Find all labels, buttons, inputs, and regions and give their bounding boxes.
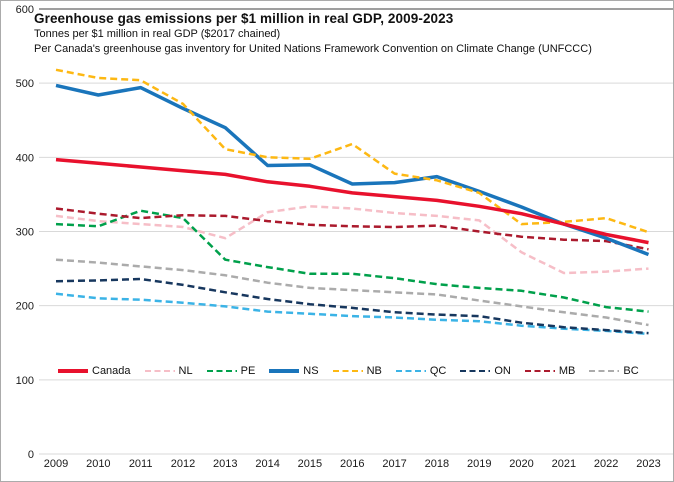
legend-swatch-NB (332, 369, 363, 373)
x-axis-tick-label: 2013 (213, 458, 237, 470)
legend-item-NL: NL (144, 365, 193, 377)
legend-item-PE: PE (206, 365, 256, 377)
x-axis-tick-label: 2010 (86, 458, 110, 470)
x-axis-tick-label: 2020 (509, 458, 533, 470)
legend-swatch-PE (206, 369, 237, 373)
legend-swatch-Canada (58, 369, 88, 373)
legend-label: NB (366, 365, 382, 377)
x-axis-tick-label: 2014 (255, 458, 279, 470)
legend-swatch-QC (395, 369, 426, 373)
y-axis-tick-label: 0 (28, 449, 34, 461)
x-axis-tick-label: 2021 (552, 458, 576, 470)
chart-subtitle: Tonnes per $1 million in real GDP ($2017… (34, 28, 281, 40)
legend-item-NS: NS (269, 365, 319, 377)
x-axis-tick-label: 2015 (298, 458, 322, 470)
x-axis-tick-label: 2011 (129, 458, 153, 470)
legend-swatch-BC (589, 369, 620, 373)
x-axis-tick-label: 2017 (382, 458, 406, 470)
x-axis-tick-label: 2022 (594, 458, 618, 470)
y-axis-tick-label: 100 (16, 375, 34, 387)
legend-label: PE (240, 365, 256, 377)
legend-swatch-ON (460, 369, 491, 373)
legend-item-NB: NB (332, 365, 382, 377)
x-axis-tick-label: 2023 (636, 458, 660, 470)
x-axis-tick-label: 2009 (44, 458, 68, 470)
line-series-NL (55, 205, 649, 275)
x-axis-tick-label: 2012 (171, 458, 195, 470)
legend-swatch-NS (269, 369, 300, 373)
chart-title: Greenhouse gas emissions per $1 million … (34, 11, 454, 26)
y-axis-tick-label: 400 (16, 152, 34, 164)
legend-item-QC: QC (395, 365, 447, 377)
legend-label: NS (303, 365, 319, 377)
line-series-Canada (55, 157, 649, 245)
legend-item-BC: BC (589, 365, 639, 377)
x-axis-tick-label: 2019 (467, 458, 491, 470)
chart-source-note: Per Canada's greenhouse gas inventory fo… (34, 43, 592, 55)
legend-label: NL (178, 365, 193, 377)
line-series-NB (55, 68, 649, 234)
line-series-ON (55, 277, 649, 335)
y-axis-tick-label: 300 (16, 227, 34, 239)
line-series-NS (55, 83, 650, 257)
legend-item-Canada: Canada (58, 365, 131, 377)
legend-label: Canada (92, 365, 131, 377)
y-axis-tick-label: 200 (16, 301, 34, 313)
legend-swatch-NL (144, 369, 175, 373)
y-axis-tick-label: 600 (16, 4, 34, 16)
x-axis-tick-label: 2018 (425, 458, 449, 470)
y-axis-tick-label: 500 (16, 78, 34, 90)
line-series-BC (55, 258, 649, 327)
legend-label: ON (494, 365, 511, 377)
line-series-MB (55, 207, 649, 251)
legend: Canada NL PE NS NB QC ON MB BC (58, 365, 639, 377)
line-series-QC (55, 292, 649, 336)
x-axis-tick-label: 2016 (340, 458, 364, 470)
legend-item-ON: ON (460, 365, 511, 377)
line-series-PE (55, 209, 649, 313)
legend-swatch-MB (524, 369, 555, 373)
legend-label: MB (558, 365, 576, 377)
legend-label: BC (623, 365, 639, 377)
legend-label: QC (429, 365, 447, 377)
legend-item-MB: MB (524, 365, 576, 377)
